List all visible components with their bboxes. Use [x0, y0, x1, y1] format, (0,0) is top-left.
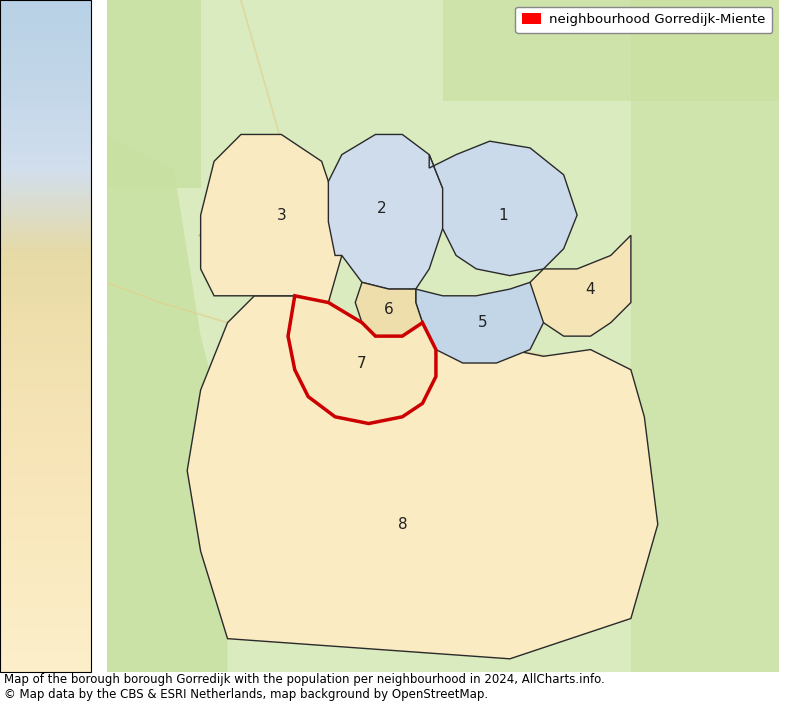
Text: 5: 5 — [478, 315, 488, 330]
Polygon shape — [201, 134, 341, 303]
Polygon shape — [106, 0, 201, 188]
Polygon shape — [443, 0, 779, 101]
Polygon shape — [523, 235, 631, 336]
Polygon shape — [288, 296, 436, 423]
Text: 3: 3 — [276, 208, 286, 223]
Text: Map of the borough borough Gorredijk with the population per neighbourhood in 20: Map of the borough borough Gorredijk wit… — [4, 673, 605, 701]
Legend: neighbourhood Gorredijk-Miente: neighbourhood Gorredijk-Miente — [515, 6, 773, 33]
Polygon shape — [106, 336, 228, 672]
Polygon shape — [430, 141, 577, 275]
Text: 7: 7 — [357, 355, 367, 370]
Text: 1: 1 — [499, 208, 508, 223]
Text: 6: 6 — [384, 302, 394, 317]
Polygon shape — [106, 0, 779, 672]
Polygon shape — [416, 283, 544, 363]
Text: 2: 2 — [377, 201, 387, 216]
Text: 8: 8 — [398, 517, 407, 532]
Polygon shape — [106, 134, 201, 336]
Text: 4: 4 — [586, 282, 596, 296]
Polygon shape — [355, 283, 422, 336]
Polygon shape — [631, 0, 779, 672]
Polygon shape — [329, 134, 443, 289]
Polygon shape — [187, 296, 657, 659]
